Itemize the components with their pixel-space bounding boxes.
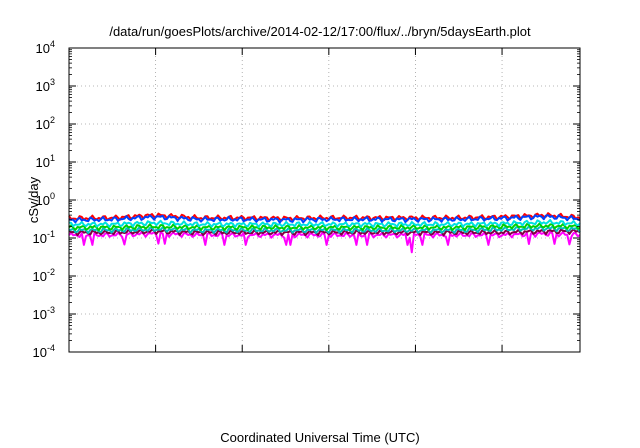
y-tick-label: 10-2	[33, 267, 55, 284]
y-tick-base: 10	[36, 193, 50, 208]
y-tick-label: 100	[36, 191, 55, 208]
y-tick-label: 104	[36, 39, 55, 56]
y-tick-exponent: -2	[47, 267, 55, 277]
y-tick-label: 101	[36, 153, 55, 170]
y-tick-label: 102	[36, 115, 55, 132]
x-axis	[155, 48, 503, 352]
y-tick-base: 10	[36, 41, 50, 56]
y-tick-base: 10	[36, 117, 50, 132]
y-tick-exponent: 0	[50, 191, 55, 201]
y-tick-base: 10	[33, 231, 47, 246]
y-tick-label: 103	[36, 77, 55, 94]
y-tick-label: 10-1	[33, 229, 55, 246]
series-line	[68, 214, 581, 224]
y-tick-base: 10	[36, 155, 50, 170]
y-tick-base: 10	[33, 307, 47, 322]
y-tick-exponent: -1	[47, 229, 55, 239]
chart-title: /data/run/goesPlots/archive/2014-02-12/1…	[109, 24, 531, 39]
y-tick-base: 10	[33, 269, 47, 284]
series-line	[69, 225, 581, 235]
x-axis-label: Coordinated Universal Time (UTC)	[220, 430, 419, 445]
y-tick-base: 10	[36, 79, 50, 94]
series-line	[68, 219, 581, 229]
y-tick-exponent: 4	[50, 39, 55, 49]
y-tick-exponent: 2	[50, 115, 55, 125]
y-tick-exponent: 1	[50, 153, 55, 163]
y-tick-exponent: -4	[47, 343, 55, 353]
y-axis-label: cSv/day	[26, 176, 41, 223]
y-tick-exponent: -3	[47, 305, 55, 315]
y-tick-base: 10	[33, 345, 47, 360]
y-tick-exponent: 3	[50, 77, 55, 87]
grid	[69, 48, 580, 352]
y-tick-label: 10-3	[33, 305, 55, 322]
y-tick-label: 10-4	[33, 343, 55, 360]
series-group	[68, 212, 581, 254]
